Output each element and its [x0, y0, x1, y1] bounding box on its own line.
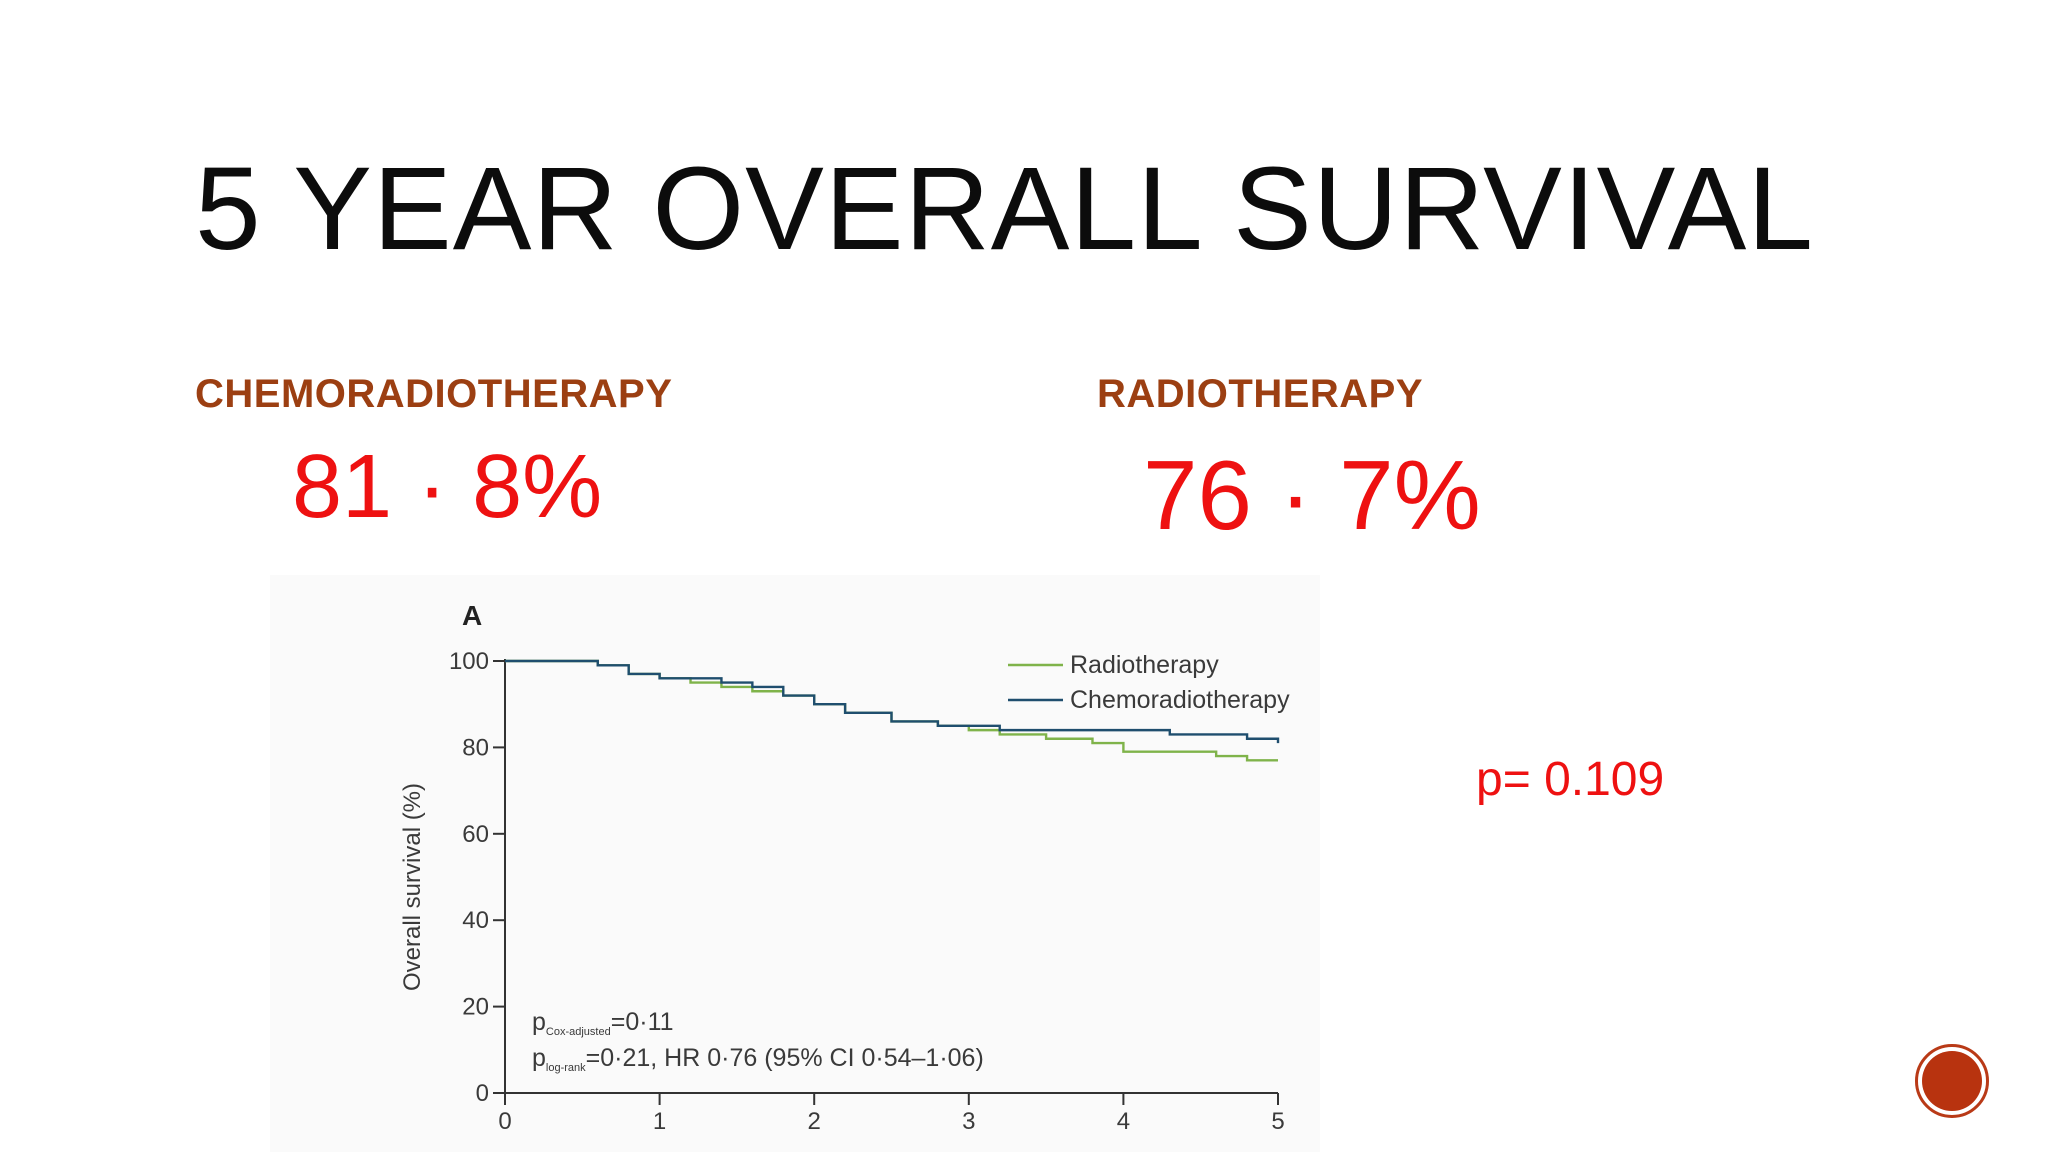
x-tick-label: 4: [1117, 1108, 1130, 1135]
x-tick-label: 5: [1271, 1108, 1284, 1135]
legend-label-chemoradiotherapy: Chemoradiotherapy: [1070, 686, 1290, 714]
slide-title: 5 YEAR OVERALL SURVIVAL: [195, 143, 1814, 275]
x-tick-label: 2: [808, 1108, 821, 1135]
slide-nav-button-fill: [1922, 1051, 1982, 1111]
x-tick-label: 3: [962, 1108, 975, 1135]
radiotherapy-heading: RADIOTHERAPY: [1097, 372, 1424, 416]
stat-annotation: pCox-adjusted=0·11: [532, 1008, 674, 1038]
x-tick-label: 0: [498, 1108, 511, 1135]
y-tick-label: 40: [462, 907, 489, 934]
figure-background: [270, 575, 1320, 1152]
p-value: p= 0.109: [1476, 753, 1665, 806]
radiotherapy-survival-value: 76 · 7%: [1143, 440, 1481, 550]
y-tick-label: 20: [462, 994, 489, 1021]
panel-label: A: [462, 600, 482, 631]
legend-label-radiotherapy: Radiotherapy: [1070, 651, 1219, 679]
stat-annotation: plog-rank=0·21, HR 0·76 (95% CI 0·54–1·0…: [532, 1044, 984, 1074]
slide-nav-button[interactable]: [1915, 1044, 1989, 1118]
y-tick-label: 0: [476, 1080, 489, 1107]
y-axis-label: Overall survival (%): [399, 783, 426, 991]
y-tick-label: 60: [462, 821, 489, 848]
x-tick-label: 1: [653, 1108, 666, 1135]
chemoradiotherapy-survival-value: 81 · 8%: [292, 437, 603, 537]
y-tick-label: 100: [449, 648, 489, 675]
y-tick-label: 80: [462, 734, 489, 761]
chemoradiotherapy-heading: CHEMORADIOTHERAPY: [195, 372, 673, 416]
series-line-chemoradiotherapy: [505, 659, 1280, 744]
survival-chart: 0 20 40 60 80 100 0 1 2 3 4 5 Overall survival (%) A R…: [399, 600, 1290, 1135]
